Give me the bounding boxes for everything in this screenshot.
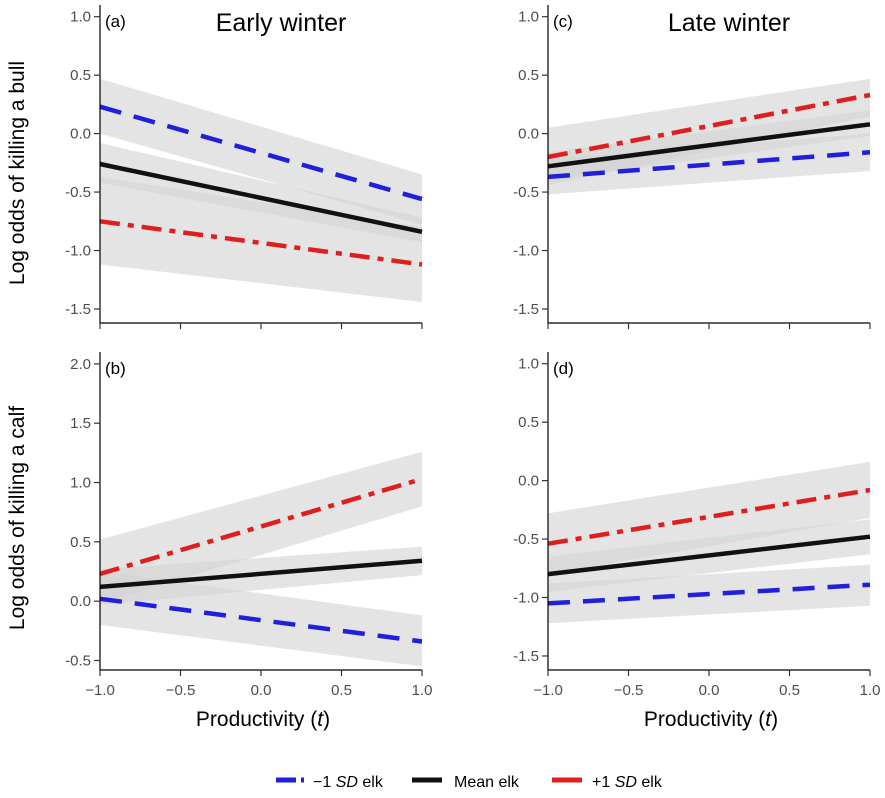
y-tick-label: -1.5	[65, 301, 91, 318]
y-tick-label: 1.0	[518, 356, 539, 373]
y-tick-label: 0.5	[518, 67, 539, 84]
ci-ribbon-plus_sd	[100, 176, 422, 302]
legend-label-mean: Mean elk	[454, 774, 520, 791]
x-tick-label: 0.5	[331, 682, 352, 699]
y-tick-label: 0.0	[70, 126, 91, 143]
panel-label: (c)	[553, 12, 573, 31]
panel-b: 2.0 1.5 1.0 0.5 0.0 -0.5 −1.0 −0.5 0.0 0.5 1.0 (b)	[65, 352, 432, 699]
legend-label-prefix: +1	[592, 774, 615, 791]
y-tick-label: 0.0	[518, 126, 539, 143]
y-tick-label: -0.5	[65, 653, 91, 670]
panel-label: (b)	[105, 359, 126, 378]
y-tick-label: 0.0	[518, 473, 539, 490]
panel-label: (d)	[553, 359, 574, 378]
y-tick-label: -0.5	[65, 184, 91, 201]
y-tick-label: 0.0	[70, 593, 91, 610]
panel-title: Early winter	[216, 9, 347, 37]
legend-label-sd: SD	[336, 774, 359, 791]
series-line-plus_sd	[547, 487, 871, 546]
ci-ribbon-plus_sd	[548, 461, 870, 575]
series-line-mean	[99, 558, 423, 590]
legend-label-prefix: −1	[313, 774, 336, 791]
legend-label-suffix: elk	[637, 774, 663, 791]
y-tick-label: 0.5	[70, 67, 91, 84]
panel-c: 1.0 0.5 0.0 -0.5 -1.0 -1.5 (c) Late winter	[513, 5, 871, 329]
y-tick-label: -1.5	[513, 648, 539, 665]
x-tick-label: 1.0	[412, 682, 433, 699]
series-line-plus_sd	[547, 92, 871, 160]
legend-label-minus-sd: −1 SD elk	[313, 774, 384, 791]
x-tick-label: −0.5	[166, 682, 196, 699]
y-tick-label: -1.0	[513, 590, 539, 607]
y-tick-label: -0.5	[513, 184, 539, 201]
x-axis-label-right: Productivity (t)	[644, 708, 778, 731]
panel-a: 1.0 0.5 0.0 -0.5 -1.0 -1.5 (a) Early winter	[65, 5, 423, 329]
x-tick-label: −1.0	[533, 682, 563, 699]
legend-label-suffix: elk	[358, 774, 384, 791]
y-tick-label: -1.5	[513, 301, 539, 318]
x-tick-label: 1.0	[860, 682, 881, 699]
series-line-minus_sd	[99, 104, 423, 202]
panel-label: (a)	[105, 12, 126, 31]
series-line-plus_sd	[99, 476, 423, 577]
y-tick-label: 1.5	[70, 415, 91, 432]
x-tick-label: 0.5	[779, 682, 800, 699]
x-tick-label: 0.0	[699, 682, 720, 699]
x-tick-label: 0.0	[251, 682, 272, 699]
panel-d: 1.0 0.5 0.0 -0.5 -1.0 -1.5 −1.0 −0.5 0.0 0.5 1.0 (d…	[513, 352, 880, 699]
y-axis-label-bottom: Log odds of killing a calf	[6, 406, 29, 630]
series-line-mean	[99, 161, 423, 235]
x-axis-label-text: Productivity (	[644, 708, 765, 731]
y-tick-label: 1.0	[518, 9, 539, 26]
x-axis-label-close: )	[323, 708, 330, 731]
y-tick-label: 1.0	[70, 475, 91, 492]
series-line-minus_sd	[99, 596, 423, 644]
y-axis-label-top: Log odds of killing a bull	[6, 61, 29, 285]
y-tick-label: 0.5	[518, 414, 539, 431]
y-tick-label: 2.0	[70, 356, 91, 373]
ci-ribbon-plus_sd	[100, 451, 422, 604]
series-line-minus_sd	[547, 150, 871, 180]
x-axis-label-text: Productivity (	[196, 708, 317, 731]
legend-item-mean: Mean elk	[412, 774, 520, 791]
x-axis-label-close: )	[771, 708, 778, 731]
legend: −1 SD elk Mean elk +1 SD elk	[276, 774, 663, 791]
y-tick-label: 1.0	[70, 9, 91, 26]
series-line-minus_sd	[547, 582, 871, 606]
x-tick-label: −0.5	[614, 682, 644, 699]
y-tick-label: -0.5	[513, 531, 539, 548]
ci-ribbon-minus_sd	[100, 78, 422, 225]
x-tick-label: −1.0	[85, 682, 115, 699]
series-line-mean	[547, 122, 871, 169]
series-line-plus_sd	[99, 219, 423, 267]
y-tick-label: -1.0	[513, 243, 539, 260]
legend-label-sd: SD	[615, 774, 638, 791]
y-tick-label: 0.5	[70, 534, 91, 551]
x-axis-label-var: t	[765, 708, 772, 731]
x-axis-label-left: Productivity (t)	[196, 708, 330, 731]
x-axis-label-var: t	[317, 708, 324, 731]
y-tick-label: -1.0	[65, 243, 91, 260]
legend-item-minus-sd: −1 SD elk	[276, 774, 384, 791]
ci-ribbon-plus_sd	[548, 78, 870, 185]
legend-item-plus-sd: +1 SD elk	[552, 774, 663, 791]
panel-title: Late winter	[668, 9, 790, 37]
series-line-mean	[547, 534, 871, 577]
legend-label-plus-sd: +1 SD elk	[592, 774, 663, 791]
